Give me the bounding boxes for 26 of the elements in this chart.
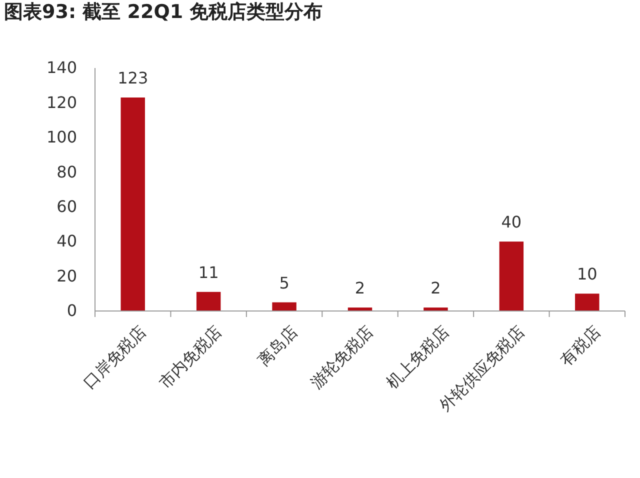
y-tick-label: 40 [56, 232, 77, 251]
bar [120, 98, 145, 311]
data-label: 11 [198, 262, 219, 282]
y-tick-label: 120 [46, 92, 77, 112]
bar [575, 294, 600, 311]
data-label: 40 [501, 212, 522, 232]
x-tick-label: 离岛店 [254, 322, 302, 370]
x-tick-label: 口岸免税店 [80, 322, 150, 392]
bar [196, 292, 221, 311]
x-tick-label: 市内免税店 [155, 322, 226, 392]
y-tick-label: 20 [56, 266, 77, 286]
y-tick-label: 0 [66, 301, 77, 320]
chart-title: 图表93: 截至 22Q1 免税店类型分布 [4, 1, 323, 23]
data-label: 2 [430, 278, 441, 298]
y-tick-label: 100 [46, 128, 77, 147]
data-label: 5 [279, 273, 290, 292]
bar [272, 302, 296, 311]
y-tick-label: 80 [56, 162, 77, 182]
x-tick-label: 游轮免税店 [306, 322, 377, 392]
bar [499, 242, 524, 311]
data-label: 10 [576, 264, 598, 284]
x-tick-label: 有税店 [556, 322, 604, 370]
data-label: 123 [118, 68, 148, 88]
y-tick-label: 140 [46, 58, 77, 78]
data-label: 2 [354, 278, 366, 298]
y-tick-label: 60 [56, 196, 77, 216]
